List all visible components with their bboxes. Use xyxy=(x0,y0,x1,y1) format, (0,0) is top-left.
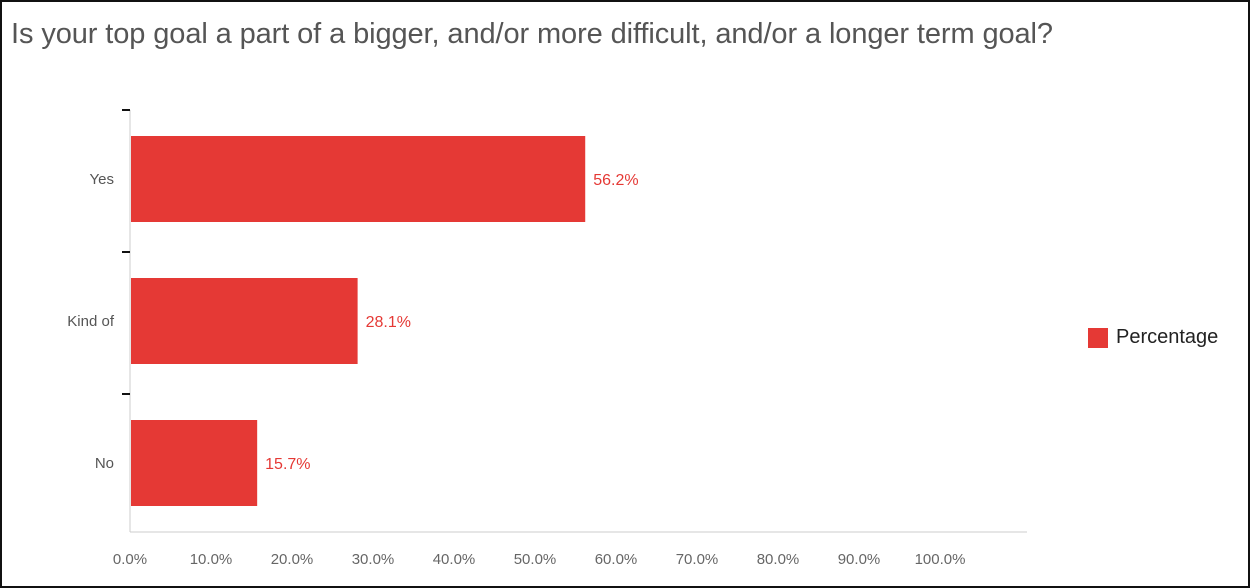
legend: Percentage xyxy=(1088,326,1218,349)
category-label: No xyxy=(95,455,114,472)
legend-swatch xyxy=(1088,327,1108,348)
x-tick-label: 60.0% xyxy=(595,551,638,568)
x-tick-label: 70.0% xyxy=(676,551,719,568)
data-label: 15.7% xyxy=(265,456,310,473)
x-tick-label: 30.0% xyxy=(352,551,395,568)
x-tick-label: 0.0% xyxy=(113,551,147,568)
x-tick-label: 20.0% xyxy=(271,551,314,568)
chart-title: Is your top goal a part of a bigger, and… xyxy=(11,18,1053,50)
x-tick-label: 100.0% xyxy=(915,551,966,568)
bar xyxy=(131,278,358,364)
category-label: Yes xyxy=(90,171,114,188)
category-label: Kind of xyxy=(67,313,115,330)
x-tick-label: 10.0% xyxy=(190,551,233,568)
bar xyxy=(131,136,586,222)
data-label: 28.1% xyxy=(366,314,411,331)
x-tick-label: 90.0% xyxy=(838,551,881,568)
bar xyxy=(131,420,258,506)
x-tick-label: 40.0% xyxy=(433,551,476,568)
legend-label: Percentage xyxy=(1116,326,1219,348)
x-tick-label: 80.0% xyxy=(757,551,800,568)
x-tick-label: 50.0% xyxy=(514,551,557,568)
data-label: 56.2% xyxy=(593,172,638,189)
